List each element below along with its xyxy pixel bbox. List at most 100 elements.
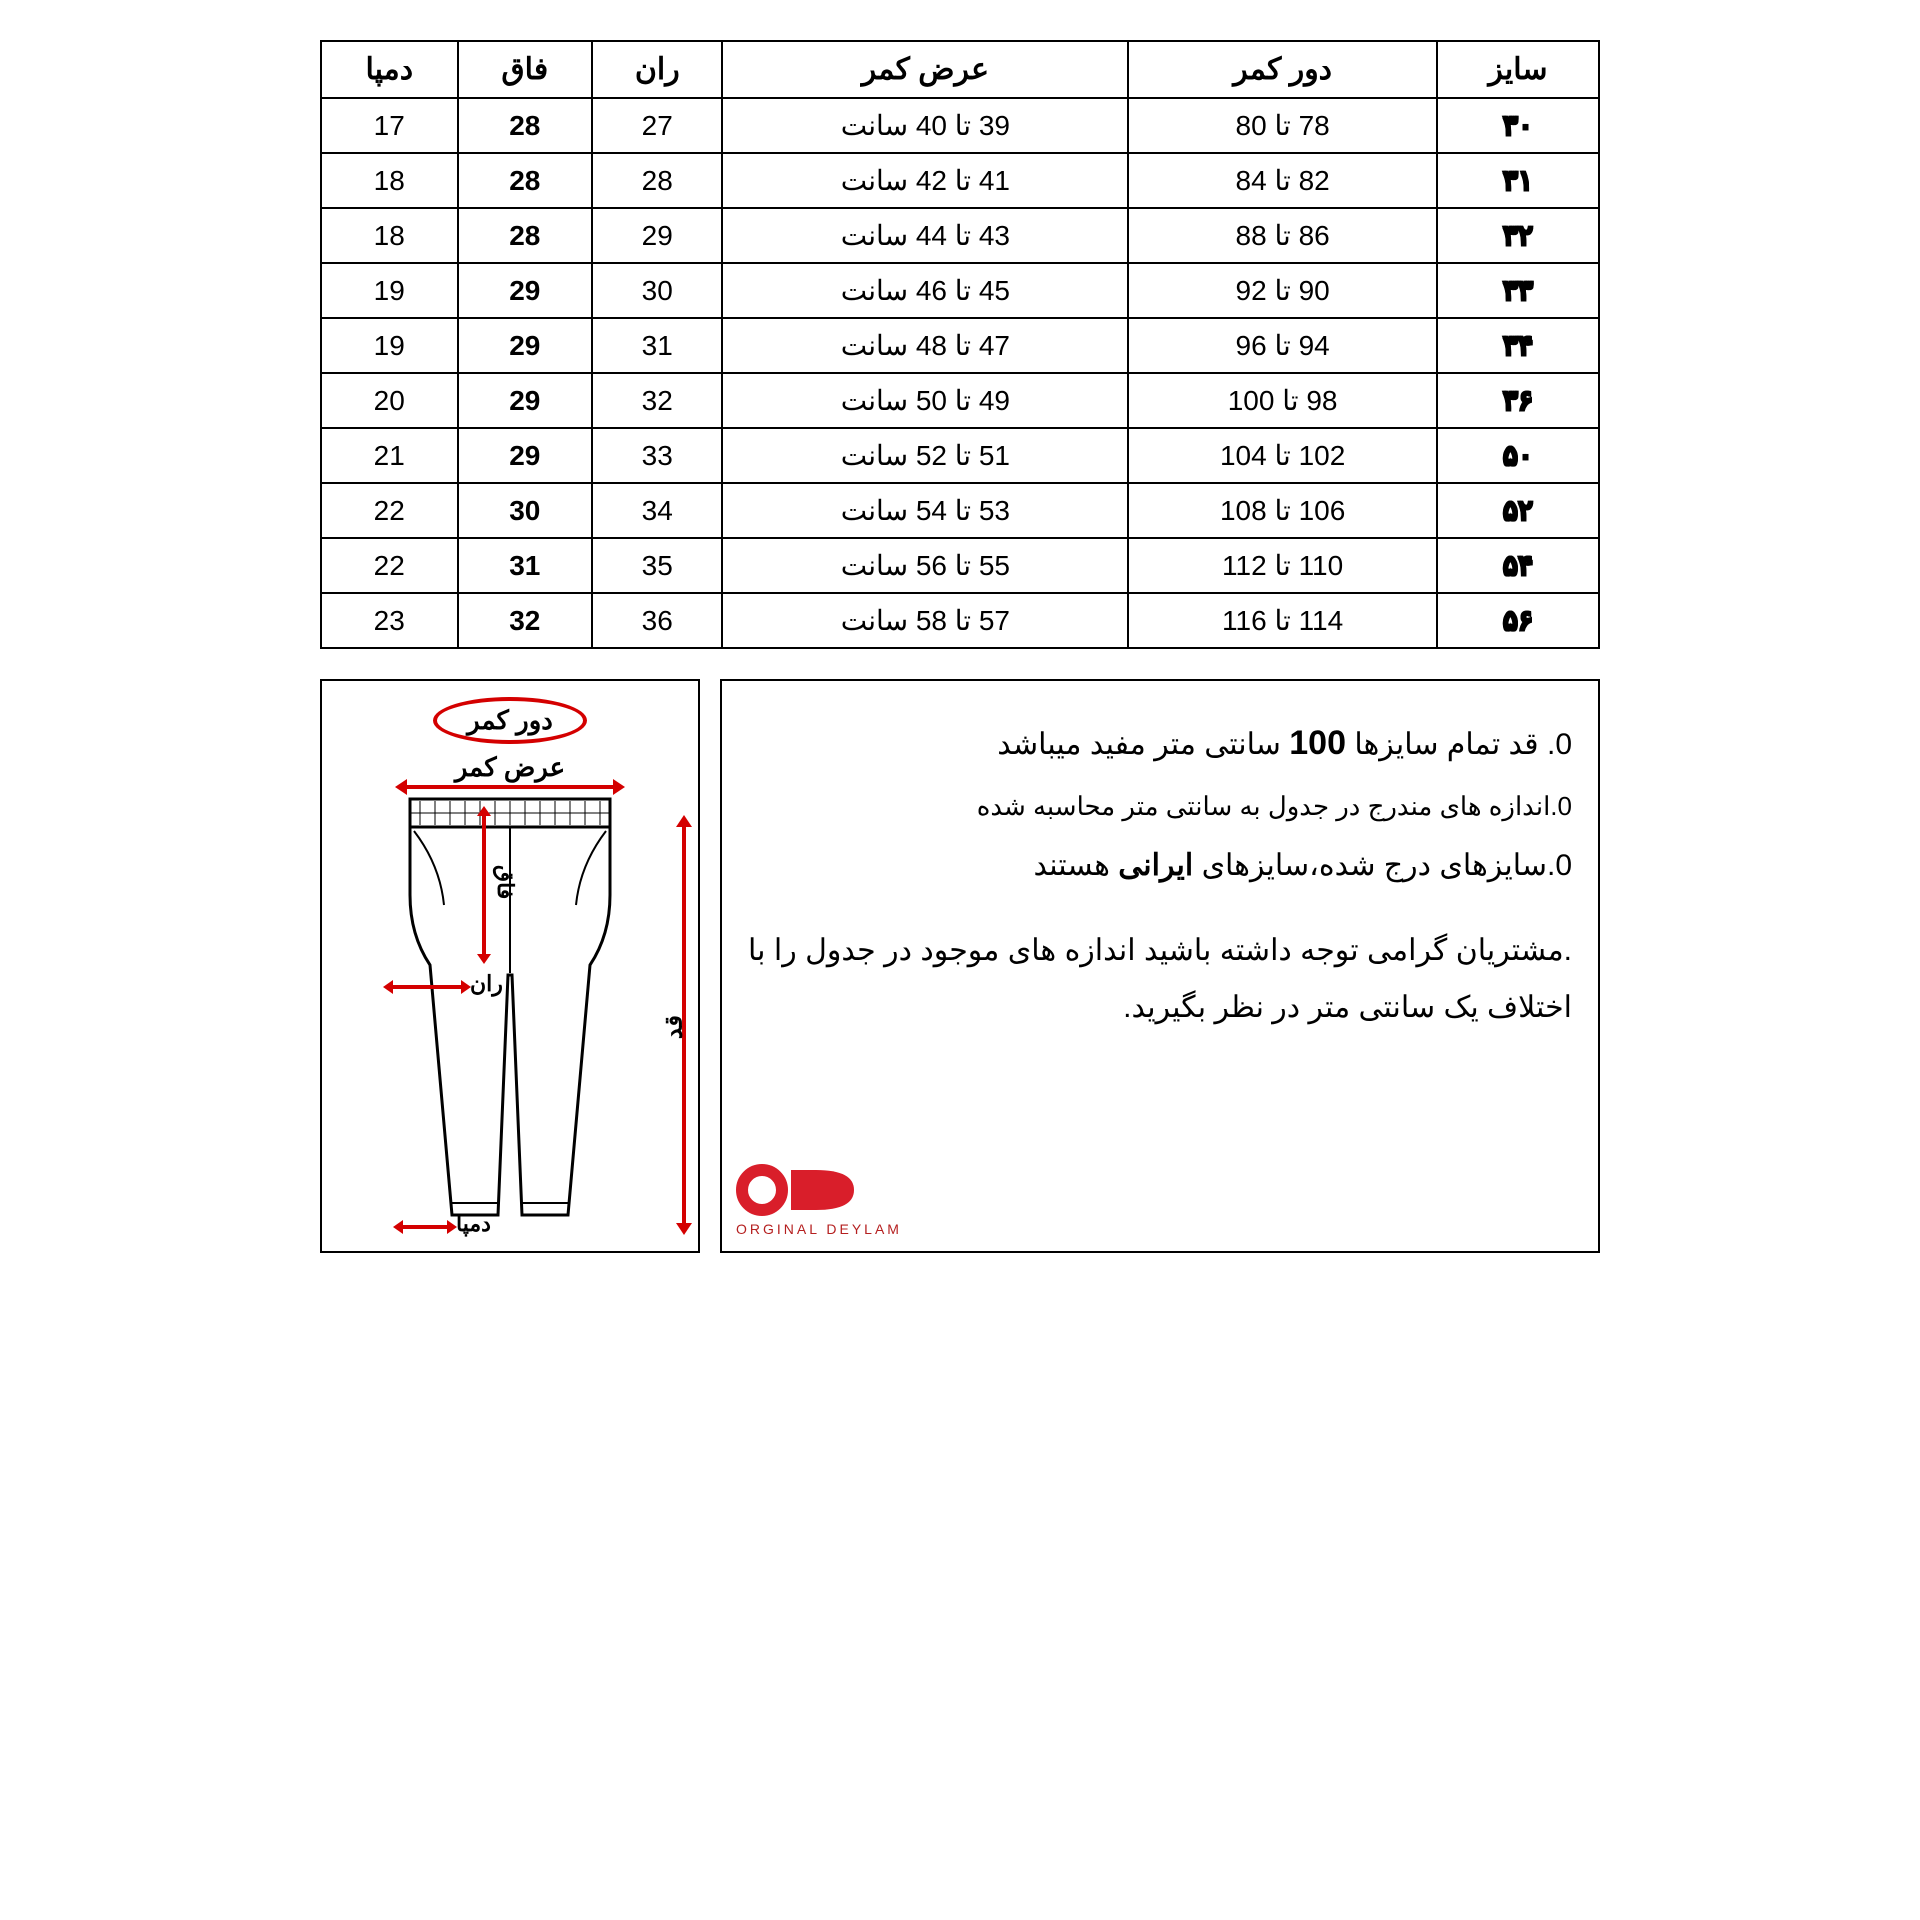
cell-waist-circ: 82 تا 84 [1128, 153, 1437, 208]
cell-rise: 29 [458, 428, 593, 483]
cell-size: ۳۴ [1437, 318, 1599, 373]
th-hem: دمپا [321, 41, 458, 98]
brand-subtitle: ORGINAL DEYLAM [736, 1221, 902, 1237]
cell-waist-circ: 114 تا 116 [1128, 593, 1437, 648]
cell-waist-circ: 106 تا 108 [1128, 483, 1437, 538]
cell-hem: 22 [321, 538, 458, 593]
cell-thigh: 36 [592, 593, 722, 648]
cell-waist-circ: 94 تا 96 [1128, 318, 1437, 373]
cell-rise: 29 [458, 373, 593, 428]
th-waist-circ: دور کمر [1128, 41, 1437, 98]
thigh-arrow-icon [392, 985, 462, 989]
cell-waist-width: 41 تا 42 سانت [722, 153, 1128, 208]
note-1-post: سانتی متر مفید میباشد [997, 728, 1281, 761]
table-row: ۵۶114 تا 11657 تا 58 سانت363223 [321, 593, 1599, 648]
hem-label: دمپا [456, 1211, 491, 1237]
pants-icon [390, 795, 630, 1225]
cell-hem: 20 [321, 373, 458, 428]
cell-rise: 31 [458, 538, 593, 593]
cell-size: ۵۶ [1437, 593, 1599, 648]
cell-size: ۳۲ [1437, 208, 1599, 263]
cell-size: ۳۶ [1437, 373, 1599, 428]
cell-hem: 17 [321, 98, 458, 153]
cell-rise: 28 [458, 208, 593, 263]
cell-waist-width: 57 تا 58 سانت [722, 593, 1128, 648]
hem-arrow-icon [402, 1225, 448, 1229]
cell-size: ۵۲ [1437, 483, 1599, 538]
cell-thigh: 27 [592, 98, 722, 153]
rise-label: فاق [492, 865, 518, 899]
brand-logo: ORGINAL DEYLAM [736, 1160, 902, 1237]
note-1: 0. قد تمام سایزها 100 سانتی متر مفید میب… [748, 711, 1572, 776]
cell-waist-width: 53 تا 54 سانت [722, 483, 1128, 538]
cell-size: ۳۳ [1437, 263, 1599, 318]
cell-rise: 30 [458, 483, 593, 538]
cell-size: ۵۰ [1437, 428, 1599, 483]
bottom-section: 0. قد تمام سایزها 100 سانتی متر مفید میب… [320, 679, 1600, 1253]
cell-hem: 19 [321, 318, 458, 373]
note-3: 0.سایزهای درج شده،سایزهای ایرانی هستند [748, 837, 1572, 894]
pants-figure: قد [332, 795, 688, 1235]
cell-waist-width: 39 تا 40 سانت [722, 98, 1128, 153]
cell-waist-width: 45 تا 46 سانت [722, 263, 1128, 318]
waist-width-arrow-icon [405, 785, 615, 789]
cell-thigh: 29 [592, 208, 722, 263]
cell-waist-circ: 86 تا 88 [1128, 208, 1437, 263]
pants-diagram: دور کمر عرض کمر قد [320, 679, 700, 1253]
cell-rise: 28 [458, 98, 593, 153]
note-3-em: ایرانی [1118, 849, 1193, 882]
note-4: .مشتریان گرامی توجه داشته باشید اندازه ه… [748, 922, 1572, 1036]
th-waist-width: عرض کمر [722, 41, 1128, 98]
cell-thigh: 32 [592, 373, 722, 428]
waist-width-row: عرض کمر [455, 752, 565, 783]
table-row: ۳۰78 تا 8039 تا 40 سانت272817 [321, 98, 1599, 153]
cell-thigh: 35 [592, 538, 722, 593]
th-size: سایز [1437, 41, 1599, 98]
table-row: ۳۴94 تا 9647 تا 48 سانت312919 [321, 318, 1599, 373]
table-header-row: سایز دور کمر عرض کمر ران فاق دمپا [321, 41, 1599, 98]
cell-rise: 28 [458, 153, 593, 208]
cell-thigh: 30 [592, 263, 722, 318]
cell-hem: 18 [321, 208, 458, 263]
table-row: ۳۱82 تا 8441 تا 42 سانت282818 [321, 153, 1599, 208]
cell-waist-circ: 102 تا 104 [1128, 428, 1437, 483]
size-table: سایز دور کمر عرض کمر ران فاق دمپا ۳۰78 ت… [320, 40, 1600, 649]
cell-waist-width: 55 تا 56 سانت [722, 538, 1128, 593]
notes-box: 0. قد تمام سایزها 100 سانتی متر مفید میب… [720, 679, 1600, 1253]
cell-waist-width: 49 تا 50 سانت [722, 373, 1128, 428]
table-row: ۳۳90 تا 9245 تا 46 سانت302919 [321, 263, 1599, 318]
od-logo-icon [736, 1160, 886, 1220]
cell-rise: 29 [458, 318, 593, 373]
cell-thigh: 33 [592, 428, 722, 483]
thigh-label: ران [470, 971, 503, 997]
waist-circ-label: دور کمر [433, 697, 587, 744]
cell-hem: 22 [321, 483, 458, 538]
rise-arrow-icon [482, 815, 486, 955]
cell-waist-width: 43 تا 44 سانت [722, 208, 1128, 263]
note-3-post: هستند [1034, 849, 1110, 882]
cell-thigh: 28 [592, 153, 722, 208]
note-2: 0.اندازه های مندرج در جدول به سانتی متر … [748, 782, 1572, 831]
size-table-body: ۳۰78 تا 8039 تا 40 سانت272817۳۱82 تا 844… [321, 98, 1599, 648]
table-row: ۵۰102 تا 10451 تا 52 سانت332921 [321, 428, 1599, 483]
cell-waist-width: 51 تا 52 سانت [722, 428, 1128, 483]
table-row: ۵۴110 تا 11255 تا 56 سانت353122 [321, 538, 1599, 593]
cell-size: ۵۴ [1437, 538, 1599, 593]
cell-waist-width: 47 تا 48 سانت [722, 318, 1128, 373]
cell-waist-circ: 90 تا 92 [1128, 263, 1437, 318]
note-1-num: 100 [1289, 724, 1346, 762]
waist-width-label: عرض کمر [455, 752, 565, 783]
th-rise: فاق [458, 41, 593, 98]
cell-waist-circ: 78 تا 80 [1128, 98, 1437, 153]
size-chart-page: سایز دور کمر عرض کمر ران فاق دمپا ۳۰78 ت… [320, 40, 1600, 1253]
cell-size: ۳۰ [1437, 98, 1599, 153]
note-1-pre: 0. قد تمام سایزها [1354, 728, 1572, 761]
cell-waist-circ: 98 تا 100 [1128, 373, 1437, 428]
table-row: ۵۲106 تا 10853 تا 54 سانت343022 [321, 483, 1599, 538]
cell-thigh: 31 [592, 318, 722, 373]
th-thigh: ران [592, 41, 722, 98]
cell-thigh: 34 [592, 483, 722, 538]
cell-rise: 32 [458, 593, 593, 648]
cell-hem: 19 [321, 263, 458, 318]
cell-rise: 29 [458, 263, 593, 318]
